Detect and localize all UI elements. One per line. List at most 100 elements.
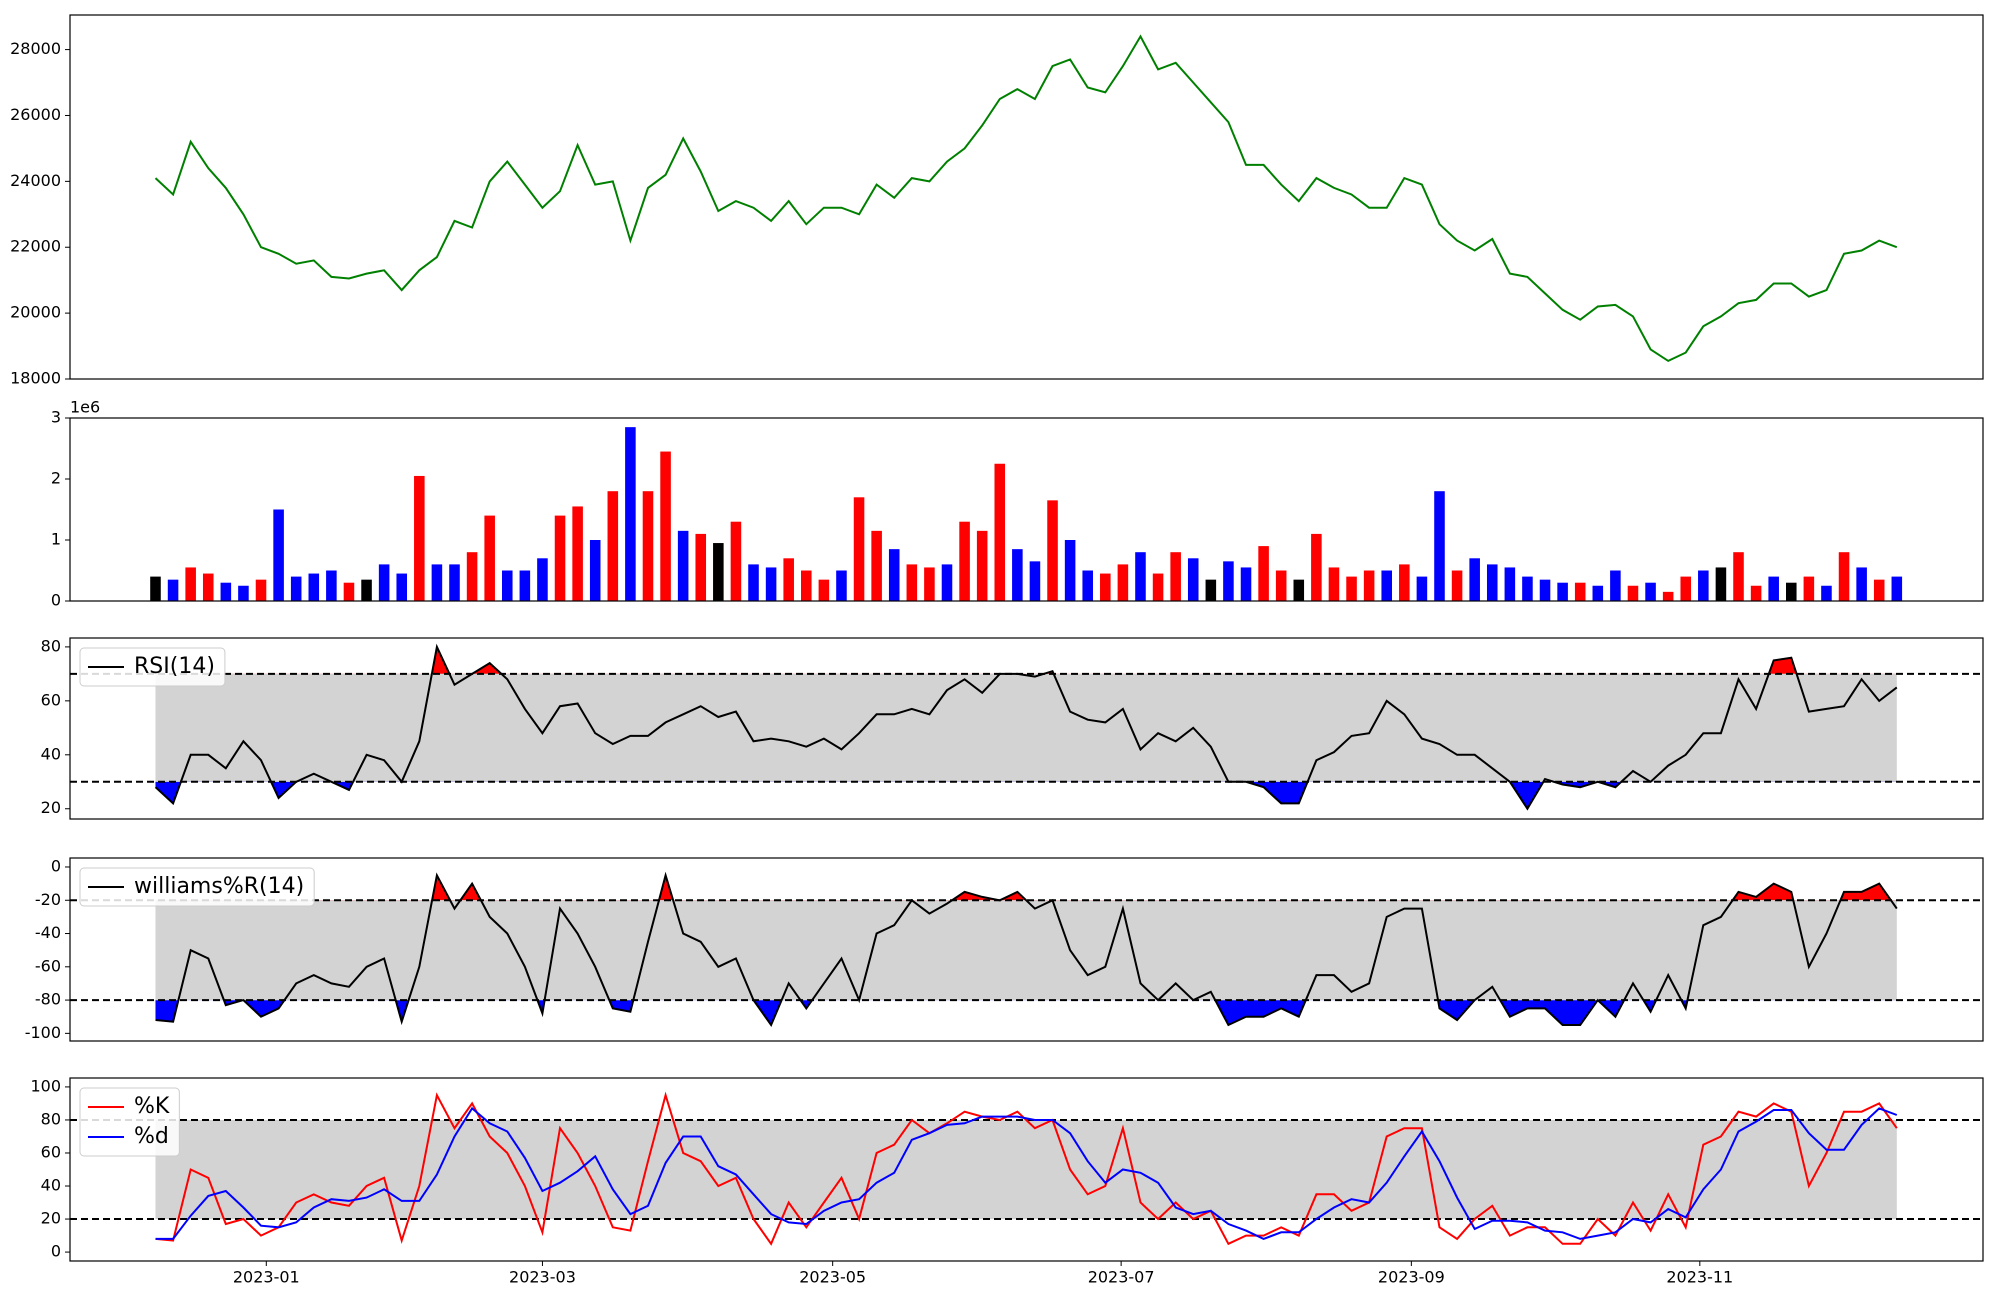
y-tick-label: -100: [25, 1023, 61, 1042]
volume-bar: [1451, 570, 1463, 601]
x-tick-label: 2023-03: [509, 1268, 576, 1287]
volume-bar: [1486, 564, 1498, 601]
volume-bar: [238, 585, 249, 601]
volume-bar: [1416, 576, 1428, 601]
volume-bar: [554, 515, 566, 601]
volume-bar: [1786, 582, 1797, 601]
y-tick-label: 80: [41, 636, 61, 655]
volume-bar: [1557, 582, 1568, 601]
volume-bar: [220, 582, 232, 601]
threshold-band: [155, 900, 1897, 1001]
volume-bar: [1135, 552, 1146, 601]
volume-bar: [414, 475, 425, 601]
x-tick-label: 2023-07: [1088, 1268, 1155, 1287]
y-tick-label: 28000: [10, 39, 61, 58]
series-line: [155, 1106, 1898, 1240]
volume-bar: [1698, 570, 1709, 601]
threshold-fill-below: [155, 1000, 1897, 1026]
volume-bar: [906, 564, 918, 601]
volume-bar: [1029, 561, 1041, 601]
volume-bar: [1047, 500, 1058, 601]
y-tick-label: 18000: [10, 369, 61, 388]
volume-bar: [959, 521, 970, 601]
volume-bar: [290, 576, 302, 601]
volume-bar: [537, 558, 548, 601]
volume-bar: [1064, 540, 1076, 601]
volume-bar: [1240, 567, 1252, 601]
volume-bar: [1434, 491, 1445, 601]
volume-bar: [713, 543, 724, 601]
volume-bar: [326, 570, 337, 601]
volume-bar: [1117, 564, 1129, 601]
y-tick-label: 26000: [10, 105, 61, 124]
volume-bar: [677, 530, 689, 601]
volume-bar: [1891, 576, 1903, 601]
volume-bar: [1821, 585, 1832, 601]
series-line: [155, 871, 1898, 1028]
volume-bar: [1592, 585, 1604, 601]
volume-bar: [994, 463, 1006, 601]
y-tick-label: -20: [35, 890, 61, 909]
volume-bar: [1873, 579, 1885, 601]
x-tick-label: 2023-09: [1378, 1268, 1445, 1287]
x-tick-label: 2023-05: [799, 1268, 866, 1287]
y-tick-label: 20: [41, 798, 61, 817]
volume-bar: [1100, 573, 1111, 601]
y-tick-label: 0: [51, 1242, 61, 1261]
axes-frame: [69, 14, 1984, 380]
volume-bar: [1627, 585, 1639, 601]
volume-bar: [1170, 552, 1181, 601]
volume-bar: [1293, 579, 1305, 601]
volume-bar: [202, 573, 214, 601]
y-tick-label: -60: [35, 956, 61, 975]
volume-bar: [431, 564, 443, 601]
volume-bar: [783, 558, 794, 601]
volume-bar: [484, 515, 495, 601]
x-tick-label: 2023-01: [233, 1268, 300, 1287]
volume-bar: [801, 570, 812, 601]
legend: williams%R(14): [79, 867, 315, 907]
y-tick-label: -40: [35, 923, 61, 942]
y-tick-label: 22000: [10, 237, 61, 256]
volume-bar: [572, 506, 583, 601]
volume-bar: [1645, 582, 1656, 601]
volume-bar: [1346, 576, 1357, 601]
volume-bar: [167, 579, 179, 601]
volume-bar: [1574, 582, 1586, 601]
legend-box: [79, 867, 315, 907]
volume-bar: [519, 570, 531, 601]
legend-box: [79, 1087, 180, 1157]
volume-bar: [1768, 576, 1779, 601]
volume-bar: [1715, 567, 1727, 601]
volume-bar: [1152, 573, 1164, 601]
threshold-band: [155, 673, 1897, 782]
volume-bar: [1258, 546, 1269, 601]
volume-bar: [1469, 558, 1480, 601]
volume-bar: [589, 540, 601, 601]
volume-bar: [1750, 585, 1762, 601]
legend-box: [79, 647, 226, 687]
legend: RSI(14): [79, 647, 226, 687]
volume-bar: [1381, 570, 1393, 601]
x-tick-label: 2023-11: [1666, 1268, 1733, 1287]
volume-bar: [449, 564, 460, 601]
volume-bar: [976, 530, 988, 601]
volume-bar: [818, 579, 830, 601]
volume-bar: [1275, 570, 1287, 601]
axes-frame: [69, 417, 1984, 602]
volume-bar: [1205, 579, 1217, 601]
series-line: [154, 643, 1898, 811]
y-tick-label: 60: [41, 1142, 61, 1161]
volume-bar: [765, 567, 777, 601]
volume-bar: [607, 491, 619, 601]
y-tick-label: -80: [35, 990, 61, 1009]
volume-bar: [150, 576, 161, 601]
y-tick-label: 60: [41, 690, 61, 709]
y-tick-label: 40: [41, 744, 61, 763]
y-tick-label: 0: [51, 591, 61, 610]
volume-bar: [1187, 558, 1199, 601]
series-line: [155, 1091, 1898, 1246]
volume-bar: [1399, 564, 1410, 601]
volume-bar: [924, 567, 935, 601]
y-tick-label: 0: [51, 856, 61, 875]
